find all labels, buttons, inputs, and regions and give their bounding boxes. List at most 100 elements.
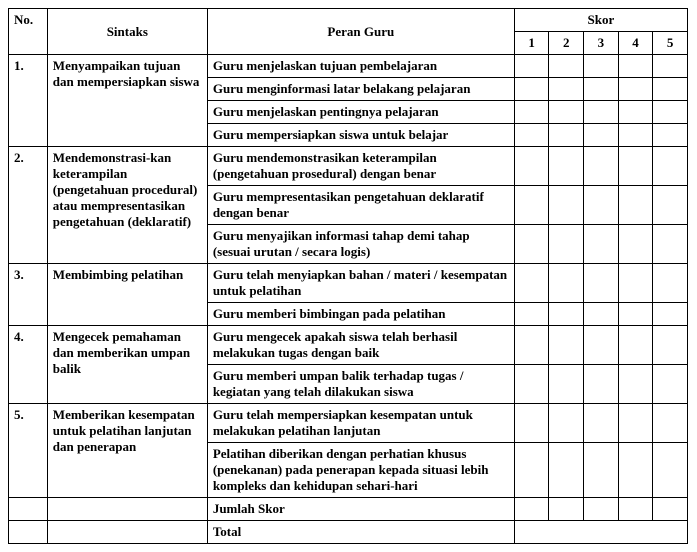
cell-score[interactable] bbox=[584, 443, 619, 498]
table-row: 3.Membimbing pelatihanGuru telah menyiap… bbox=[9, 264, 688, 303]
cell-score[interactable] bbox=[618, 124, 653, 147]
cell-score[interactable] bbox=[549, 147, 584, 186]
cell-score[interactable] bbox=[514, 55, 549, 78]
cell-empty bbox=[9, 521, 48, 544]
cell-score[interactable] bbox=[514, 303, 549, 326]
cell-empty bbox=[9, 498, 48, 521]
header-s4: 4 bbox=[618, 32, 653, 55]
cell-score[interactable] bbox=[584, 186, 619, 225]
table-row: 5.Memberikan kesempatan untuk pelatihan … bbox=[9, 404, 688, 443]
header-skor: Skor bbox=[514, 9, 687, 32]
header-s2: 2 bbox=[549, 32, 584, 55]
table-row: 1.Menyampaikan tujuan dan mempersiapkan … bbox=[9, 55, 688, 78]
cell-empty bbox=[47, 521, 207, 544]
row-total: Total bbox=[9, 521, 688, 544]
cell-score[interactable] bbox=[549, 101, 584, 124]
cell-score[interactable] bbox=[618, 225, 653, 264]
cell-score[interactable] bbox=[584, 225, 619, 264]
cell-peran: Guru mendemonstrasikan keterampilan (pen… bbox=[207, 147, 514, 186]
cell-score[interactable] bbox=[653, 326, 688, 365]
cell-score[interactable] bbox=[618, 55, 653, 78]
cell-peran: Guru telah mempersiapkan kesempatan untu… bbox=[207, 404, 514, 443]
cell-score[interactable] bbox=[584, 326, 619, 365]
cell-score[interactable] bbox=[653, 404, 688, 443]
cell-score[interactable] bbox=[618, 303, 653, 326]
cell-empty bbox=[47, 498, 207, 521]
cell-score[interactable] bbox=[653, 124, 688, 147]
cell-score[interactable] bbox=[514, 264, 549, 303]
cell-score[interactable] bbox=[653, 186, 688, 225]
cell-peran: Pelatihan diberikan dengan perhatian khu… bbox=[207, 443, 514, 498]
label-total: Total bbox=[207, 521, 514, 544]
cell-score[interactable] bbox=[584, 124, 619, 147]
cell-score[interactable] bbox=[584, 78, 619, 101]
cell-score[interactable] bbox=[653, 443, 688, 498]
cell-score[interactable] bbox=[549, 124, 584, 147]
cell-sintaks: Menyampaikan tujuan dan mempersiapkan si… bbox=[47, 55, 207, 147]
cell-score[interactable] bbox=[549, 303, 584, 326]
cell-score[interactable] bbox=[514, 101, 549, 124]
cell-peran: Guru mempresentasikan pengetahuan deklar… bbox=[207, 186, 514, 225]
cell-score[interactable] bbox=[584, 147, 619, 186]
cell-score[interactable] bbox=[549, 404, 584, 443]
cell-score[interactable] bbox=[618, 264, 653, 303]
cell-score[interactable] bbox=[618, 78, 653, 101]
cell-score[interactable] bbox=[653, 78, 688, 101]
cell-score[interactable] bbox=[618, 443, 653, 498]
cell-score[interactable] bbox=[653, 101, 688, 124]
observation-table: No. Sintaks Peran Guru Skor 1 2 3 4 5 1.… bbox=[8, 8, 688, 544]
cell-score[interactable] bbox=[514, 186, 549, 225]
table-row: 4.Mengecek pemahaman dan memberikan umpa… bbox=[9, 326, 688, 365]
cell-score bbox=[514, 498, 549, 521]
cell-score[interactable] bbox=[584, 101, 619, 124]
cell-score[interactable] bbox=[549, 186, 584, 225]
cell-peran: Guru menginformasi latar belakang pelaja… bbox=[207, 78, 514, 101]
cell-score[interactable] bbox=[618, 365, 653, 404]
header-no: No. bbox=[9, 9, 48, 55]
header-s5: 5 bbox=[653, 32, 688, 55]
cell-score[interactable] bbox=[514, 147, 549, 186]
cell-score[interactable] bbox=[618, 404, 653, 443]
cell-score[interactable] bbox=[618, 186, 653, 225]
cell-score[interactable] bbox=[514, 124, 549, 147]
cell-score[interactable] bbox=[618, 101, 653, 124]
cell-score bbox=[618, 498, 653, 521]
cell-peran: Guru memberi umpan balik terhadap tugas … bbox=[207, 365, 514, 404]
cell-score[interactable] bbox=[549, 326, 584, 365]
label-jumlah: Jumlah Skor bbox=[207, 498, 514, 521]
row-jumlah: Jumlah Skor bbox=[9, 498, 688, 521]
cell-score[interactable] bbox=[514, 365, 549, 404]
cell-score[interactable] bbox=[514, 404, 549, 443]
cell-no: 3. bbox=[9, 264, 48, 326]
cell-score[interactable] bbox=[618, 147, 653, 186]
cell-score[interactable] bbox=[549, 78, 584, 101]
cell-score[interactable] bbox=[653, 147, 688, 186]
cell-score[interactable] bbox=[514, 225, 549, 264]
cell-score bbox=[549, 498, 584, 521]
cell-score[interactable] bbox=[653, 55, 688, 78]
cell-score[interactable] bbox=[514, 326, 549, 365]
cell-score[interactable] bbox=[549, 55, 584, 78]
cell-score[interactable] bbox=[618, 326, 653, 365]
cell-score[interactable] bbox=[514, 443, 549, 498]
cell-score[interactable] bbox=[549, 365, 584, 404]
cell-score[interactable] bbox=[653, 264, 688, 303]
cell-no: 2. bbox=[9, 147, 48, 264]
cell-score[interactable] bbox=[584, 55, 619, 78]
cell-score[interactable] bbox=[653, 225, 688, 264]
cell-score[interactable] bbox=[584, 264, 619, 303]
cell-peran: Guru memberi bimbingan pada pelatihan bbox=[207, 303, 514, 326]
cell-score[interactable] bbox=[549, 225, 584, 264]
cell-score[interactable] bbox=[584, 404, 619, 443]
header-s1: 1 bbox=[514, 32, 549, 55]
cell-score[interactable] bbox=[549, 443, 584, 498]
cell-score[interactable] bbox=[549, 264, 584, 303]
cell-score[interactable] bbox=[653, 303, 688, 326]
header-peran: Peran Guru bbox=[207, 9, 514, 55]
cell-score bbox=[584, 498, 619, 521]
cell-score[interactable] bbox=[584, 303, 619, 326]
cell-score[interactable] bbox=[584, 365, 619, 404]
cell-no: 1. bbox=[9, 55, 48, 147]
cell-score[interactable] bbox=[653, 365, 688, 404]
cell-score[interactable] bbox=[514, 78, 549, 101]
